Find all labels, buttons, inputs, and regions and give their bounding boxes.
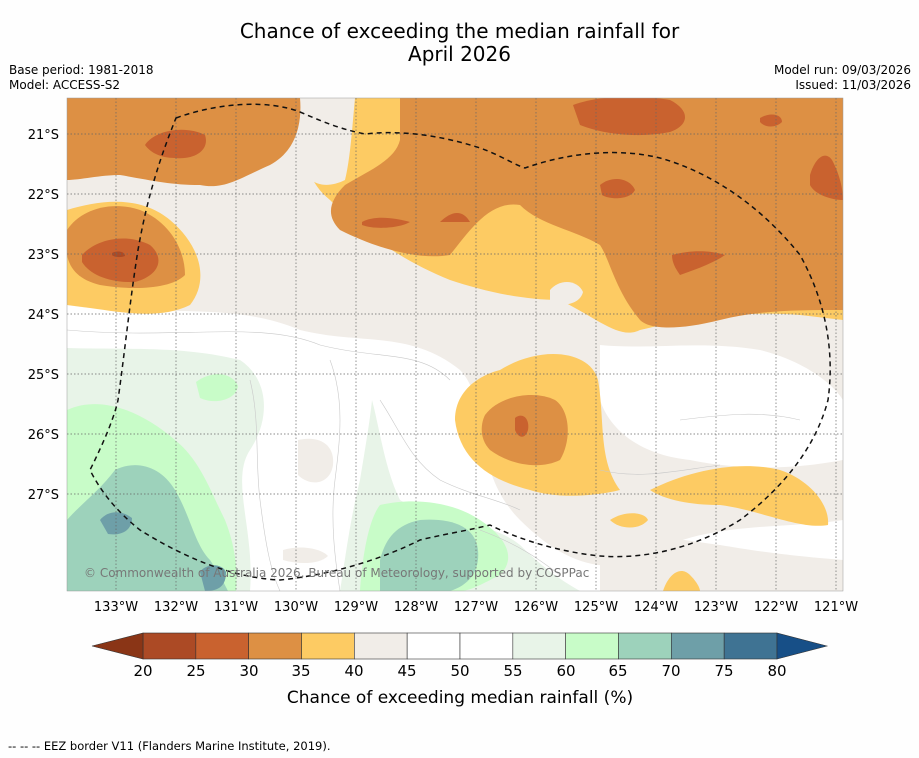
map-frame: [66, 97, 844, 592]
colorbar-cell: [723, 632, 778, 660]
lon-label: 132°W: [154, 600, 198, 615]
colorbar-cell: [459, 632, 514, 660]
colorbar-tick: 30: [239, 662, 258, 680]
contour-30-35-main: [330, 98, 843, 328]
lon-label: 127°W: [454, 600, 498, 615]
lat-label: 26°S: [28, 428, 59, 443]
colorbar-tick: 35: [291, 662, 310, 680]
colorbar-tick: 50: [450, 662, 469, 680]
colorbar-tick: 70: [661, 662, 680, 680]
contour-40-45-patch: [298, 438, 334, 483]
contour-35-40-spot: [610, 513, 648, 528]
colorbar-tick: 25: [186, 662, 205, 680]
colorbar-tick: 65: [608, 662, 627, 680]
map-subtitle: April 2026: [408, 42, 511, 66]
lon-label: 131°W: [214, 600, 258, 615]
lat-label: 24°S: [28, 308, 59, 323]
colorbar-cell: [618, 632, 672, 660]
contour-40-45-north: [300, 98, 355, 185]
contour-65-70-center: [380, 519, 479, 591]
rainfall-contours: [67, 98, 843, 591]
lat-label: 23°S: [28, 248, 59, 263]
contour-25-30: [145, 129, 206, 159]
contour-25-30-center: [515, 415, 529, 437]
contour-35-40-east: [650, 466, 829, 526]
colorbar-cell: [512, 632, 566, 660]
lat-label: 21°S: [28, 128, 59, 143]
longitude-labels: 133°W 132°W 131°W 130°W 129°W 128°W 127°…: [94, 600, 858, 615]
contour-40-45-patch: [600, 535, 843, 591]
colorbar-cell: [248, 632, 302, 660]
contour-40-45-patch: [283, 547, 328, 564]
lat-label: 22°S: [28, 188, 59, 203]
colorbar-ticks: 20 25 30 35 40 45 50 55 60 65 70 75 80: [133, 662, 786, 680]
rainfall-map: © Commonwealth of Australia 2026, Bureau…: [28, 97, 858, 615]
lon-label: 124°W: [634, 600, 678, 615]
colorbar-tick: 55: [503, 662, 522, 680]
graticule: [67, 98, 843, 591]
latitude-labels: 21°S 22°S 23°S 24°S 25°S 26°S 27°S: [28, 128, 59, 503]
lon-label: 128°W: [394, 600, 438, 615]
colorbar-cell: [354, 632, 408, 660]
colorbar-tick: 20: [133, 662, 152, 680]
contour-25-30-north: [573, 98, 685, 136]
colorbar-cell: [301, 632, 355, 660]
eez-border: [89, 103, 831, 581]
lon-label: 133°W: [94, 600, 138, 615]
contour-25-30-west: [82, 238, 159, 283]
contour-25-30-spot: [362, 217, 410, 228]
colorbar-cells: [142, 632, 778, 660]
contour-45-55: [67, 305, 843, 591]
map-title: Chance of exceeding the median rainfall …: [239, 19, 680, 43]
colorbar-tick: 45: [397, 662, 416, 680]
contour-60-65-spot: [196, 374, 238, 402]
colorbar-cell: [671, 632, 725, 660]
lon-label: 129°W: [334, 600, 378, 615]
model-name: Model: ACCESS-S2: [9, 78, 121, 92]
contour-20-25: [112, 251, 125, 258]
lon-label: 126°W: [514, 600, 558, 615]
contour-25-30-spot: [672, 251, 725, 275]
colorbar-cell: [142, 632, 197, 660]
colorbar-tick: 40: [344, 662, 363, 680]
eez-legend-footer: -- -- -- EEZ border V11 (Flanders Marine…: [8, 739, 331, 753]
lon-label: 130°W: [274, 600, 318, 615]
colorbar-under-arrow: [91, 632, 144, 660]
base-period: Base period: 1981-2018: [9, 63, 154, 77]
issued-date: Issued: 11/03/2026: [795, 78, 911, 92]
contour-lines: [67, 329, 801, 591]
lon-label: 121°W: [814, 600, 858, 615]
contour-25-30-spot: [760, 114, 782, 127]
copyright-notice: © Commonwealth of Australia 2026, Bureau…: [84, 566, 589, 580]
colorbar-label: Chance of exceeding median rainfall (%): [287, 688, 633, 708]
colorbar-tick: 75: [714, 662, 733, 680]
colorbar-tick: 80: [767, 662, 786, 680]
contour-25-30-spot: [440, 212, 470, 222]
colorbar-tick: 60: [556, 662, 575, 680]
colorbar-cell: [565, 632, 619, 660]
contour-70-75-south: [200, 565, 226, 591]
model-run: Model run: 09/03/2026: [773, 63, 911, 77]
lon-label: 125°W: [574, 600, 618, 615]
lon-label: 123°W: [694, 600, 738, 615]
contour-25-30-east: [810, 155, 843, 200]
lat-label: 27°S: [28, 488, 59, 503]
contour-25-30-spot: [600, 178, 635, 199]
lon-label: 122°W: [754, 600, 798, 615]
colorbar-cell: [406, 632, 461, 660]
colorbar-over-arrow: [776, 632, 829, 660]
colorbar-cell: [195, 632, 249, 660]
lat-label: 25°S: [28, 368, 59, 383]
contour-45-55-east: [600, 345, 843, 468]
contour-40-45-island: [550, 281, 583, 305]
contour-70-75: [100, 512, 132, 535]
contour-35-40-south: [663, 570, 700, 591]
